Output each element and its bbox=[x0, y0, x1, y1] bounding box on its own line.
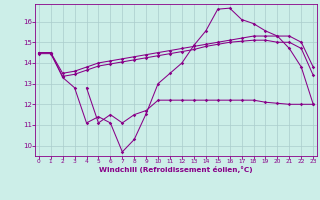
X-axis label: Windchill (Refroidissement éolien,°C): Windchill (Refroidissement éolien,°C) bbox=[99, 166, 253, 173]
